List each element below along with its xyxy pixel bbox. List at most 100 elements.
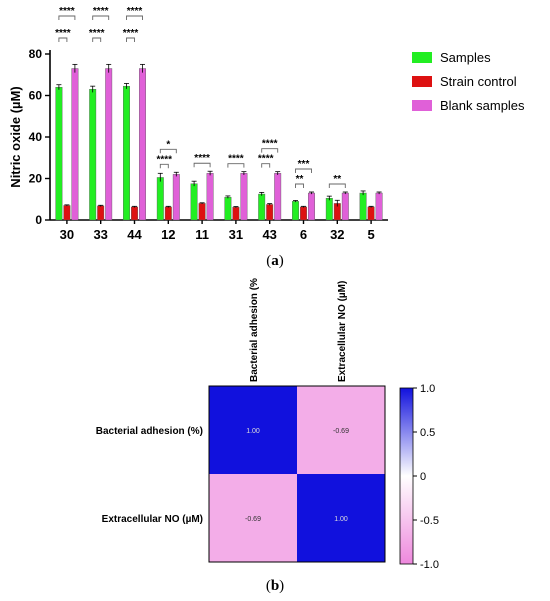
x-tick-label: 6 xyxy=(300,227,307,242)
heatmap-cell-value: -0.69 xyxy=(245,516,261,523)
legend-label: Strain control xyxy=(440,74,517,89)
significance-label: **** xyxy=(55,28,71,39)
x-tick-label: 31 xyxy=(229,227,243,242)
y-tick-label: 0 xyxy=(35,213,42,227)
bar xyxy=(274,173,282,221)
bar xyxy=(105,68,113,221)
bar xyxy=(224,196,232,221)
x-tick-label: 5 xyxy=(367,227,374,242)
bar xyxy=(156,177,164,221)
significance-bracket xyxy=(295,183,304,188)
bar xyxy=(89,89,97,221)
bar xyxy=(172,174,180,221)
significance-label: ** xyxy=(333,174,341,185)
nitric-oxide-bar-chart: 0 20 40 60 80 Nitric oxide (µM) 30 33 44 12 11 31 43… xyxy=(8,6,525,242)
legend-label: Samples xyxy=(440,50,491,65)
significance-label: **** xyxy=(262,139,278,150)
legend-swatch xyxy=(412,76,432,87)
heatmap-cell-value: 1.00 xyxy=(246,428,260,435)
bar xyxy=(359,192,367,221)
y-tick-label: 40 xyxy=(29,130,43,144)
colorbar-tick-label: -0.5 xyxy=(420,515,439,527)
y-tick-label: 20 xyxy=(29,172,43,186)
colorbar-tick-label: 0 xyxy=(420,471,426,483)
significance-bracket xyxy=(126,15,143,20)
bar xyxy=(190,183,198,221)
bar xyxy=(63,205,71,221)
caption-b: (b) xyxy=(265,578,285,594)
x-tick-label: 44 xyxy=(127,227,142,242)
y-axis-label: Nitric oxide (µM) xyxy=(8,86,23,187)
bar xyxy=(258,193,266,221)
x-tick-label: 11 xyxy=(195,227,209,242)
x-tick-label: 33 xyxy=(93,227,107,242)
significance-bracket xyxy=(92,37,102,42)
significance-bracket xyxy=(193,162,211,168)
colorbar xyxy=(399,387,414,565)
heatmap-cell xyxy=(209,386,297,474)
significance-label: **** xyxy=(228,154,244,165)
significance-label: *** xyxy=(298,159,310,170)
significance-label: * xyxy=(166,139,170,150)
legend-swatch xyxy=(412,52,432,63)
significance-label: ** xyxy=(296,174,304,185)
heatmap-row-label: Extracellular NO (µM) xyxy=(102,514,203,525)
bar xyxy=(206,173,214,221)
significance-bracket xyxy=(261,148,279,153)
significance-bracket xyxy=(159,148,177,154)
caption-a: (a) xyxy=(266,253,284,269)
significance-bracket xyxy=(328,183,346,188)
y-tick-label: 60 xyxy=(29,89,43,103)
significance-label: **** xyxy=(127,6,143,17)
significance-label: **** xyxy=(89,28,105,39)
caption-a-letter: a xyxy=(271,253,279,269)
significance-label: **** xyxy=(123,28,139,39)
significance-label: **** xyxy=(59,6,75,17)
significance-bracket xyxy=(295,168,312,173)
heatmap-cell-value: -0.69 xyxy=(333,428,349,435)
y-tick-label: 80 xyxy=(29,47,43,61)
bar xyxy=(139,68,146,221)
legend-swatch xyxy=(412,100,432,111)
significance-bracket xyxy=(58,15,76,20)
significance-label: **** xyxy=(157,154,173,165)
significance-bracket xyxy=(159,163,169,169)
heatmap-cell xyxy=(209,474,297,562)
significance-bracket xyxy=(227,163,245,168)
x-tick-label: 43 xyxy=(262,227,276,242)
caption-b-letter: b xyxy=(270,578,280,594)
heatmap-column-label: Extracellular NO (µM) xyxy=(337,281,348,382)
significance-label: **** xyxy=(258,154,274,165)
bar xyxy=(341,192,349,221)
heatmap-cell xyxy=(297,386,385,474)
bar xyxy=(375,192,383,221)
heatmap-border xyxy=(208,385,386,563)
colorbar-tick-label: 0.5 xyxy=(420,427,435,439)
bar xyxy=(55,86,63,221)
colorbar-tick-label: 1.0 xyxy=(420,383,435,395)
heatmap-row-label: Bacterial adhesion (%) xyxy=(96,426,203,437)
significance-bracket xyxy=(58,37,68,42)
bar xyxy=(123,85,130,221)
bar xyxy=(198,203,206,221)
bar xyxy=(71,68,79,221)
x-tick-label: 32 xyxy=(330,227,344,242)
bar xyxy=(240,173,248,221)
bar xyxy=(308,192,315,221)
legend-label: Blank samples xyxy=(440,98,525,113)
bar xyxy=(325,198,333,221)
bar xyxy=(292,201,299,221)
bar xyxy=(300,206,307,221)
bar xyxy=(131,206,138,221)
significance-label: **** xyxy=(194,153,210,164)
significance-bracket xyxy=(92,15,110,20)
x-tick-label: 30 xyxy=(60,227,74,242)
significance-bracket xyxy=(126,37,135,42)
colorbar-tick-label: -1.0 xyxy=(420,559,439,571)
heatmap-cell xyxy=(297,474,385,562)
bar xyxy=(232,206,240,221)
heatmap-column-label: Bacterial adhesion (%) xyxy=(249,278,260,382)
significance-bracket xyxy=(261,163,271,168)
bar xyxy=(266,204,274,221)
